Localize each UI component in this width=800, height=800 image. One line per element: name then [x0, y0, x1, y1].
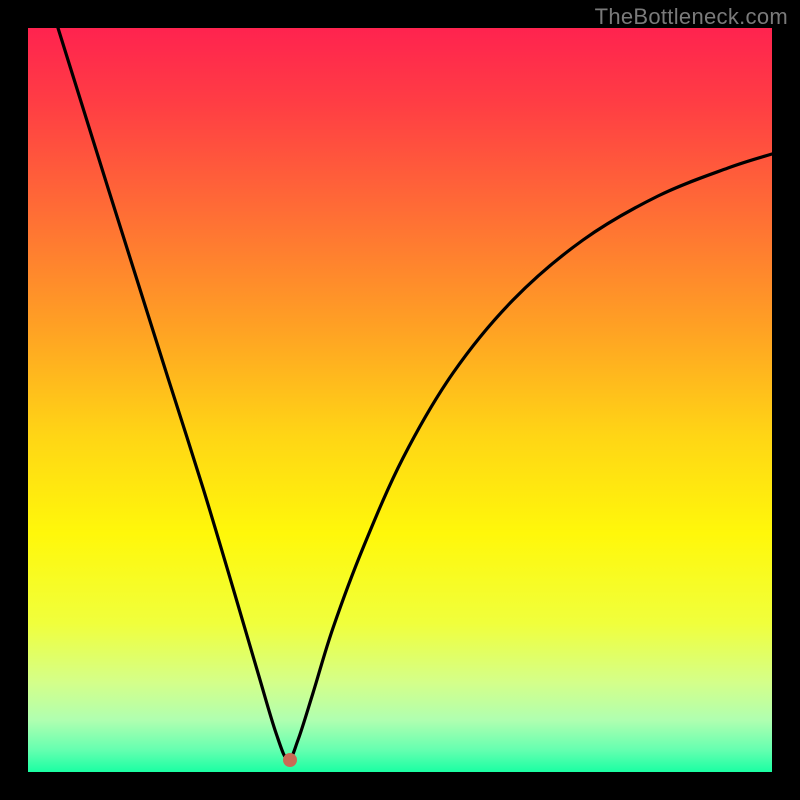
bottleneck-curve — [28, 28, 772, 772]
chart-plot-area — [28, 28, 772, 772]
frame-left — [0, 0, 28, 800]
watermark-label: TheBottleneck.com — [595, 4, 788, 30]
frame-bottom — [0, 772, 800, 800]
frame-right — [772, 0, 800, 800]
optimum-marker — [283, 753, 297, 767]
